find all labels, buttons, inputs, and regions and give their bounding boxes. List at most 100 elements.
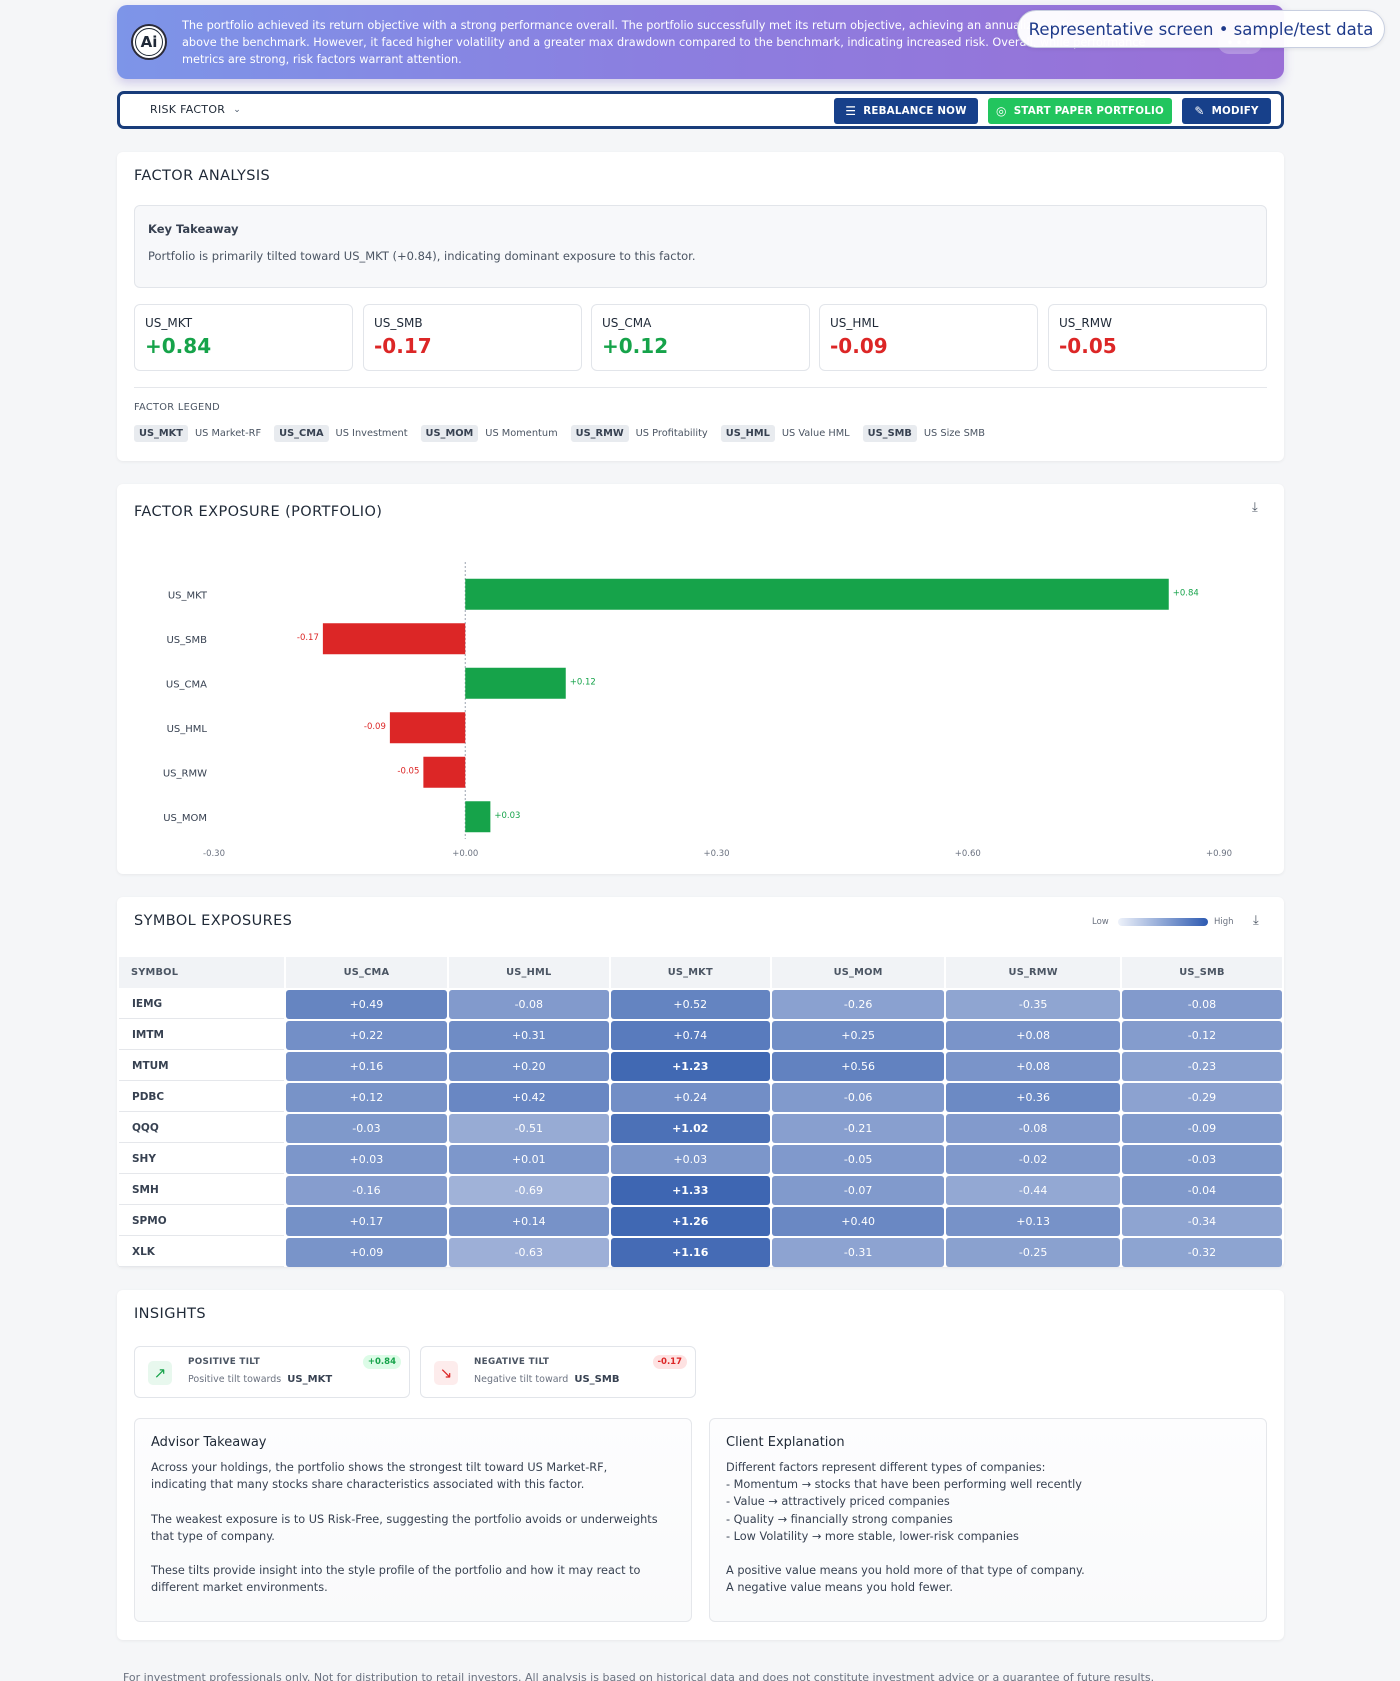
exposure-cell: -0.26 xyxy=(771,990,945,1019)
exposure-cell: +0.31 xyxy=(448,1021,609,1050)
table-row[interactable]: SPMO +0.17 +0.14 +1.26 +0.40 +0.13 -0.34 xyxy=(119,1207,1282,1236)
legend-desc: US Value HML xyxy=(781,428,850,439)
table-row[interactable]: SMH -0.16 -0.69 +1.33 -0.07 -0.44 -0.04 xyxy=(119,1176,1282,1205)
key-takeaway-title: Key Takeaway xyxy=(148,222,239,236)
advisor-takeaway-title: Advisor Takeaway xyxy=(151,1435,267,1450)
symbol-cell: SMH xyxy=(119,1176,284,1205)
exposure-cell: -0.02 xyxy=(946,1145,1120,1174)
exposure-cell: -0.16 xyxy=(286,1176,447,1205)
exposure-cell: -0.21 xyxy=(771,1114,945,1143)
symbol-exposures-card: SYMBOL EXPOSURES SYMBOL US_CMA US_HML US_MK… xyxy=(117,897,1284,1267)
layers-icon: ☰ xyxy=(845,104,857,118)
legend-item: US_MOM US Momentum xyxy=(420,425,558,442)
scale-high-label: High xyxy=(1214,917,1234,927)
modify-button[interactable]: ✎ MODIFY xyxy=(1182,98,1271,124)
column-header[interactable]: US_HML xyxy=(448,957,609,988)
symbol-exposures-table: SYMBOL US_CMA US_HML US_MKT US_MOM US_RMW US_S… xyxy=(117,955,1284,1269)
factor-name: US_RMW xyxy=(1059,316,1112,330)
exposure-cell: +0.08 xyxy=(946,1021,1120,1050)
exposure-cell: +0.56 xyxy=(771,1052,945,1081)
factor-exposure-title: FACTOR EXPOSURE (PORTFOLIO) xyxy=(134,504,383,520)
positive-tilt-badge: +0.84 xyxy=(362,1355,401,1369)
start-paper-portfolio-button[interactable]: ◎ START PAPER PORTFOLIO xyxy=(988,98,1172,124)
exposure-cell: -0.29 xyxy=(1121,1083,1282,1112)
exposure-cell: +1.23 xyxy=(610,1052,770,1081)
positive-tilt-label: POSITIVE TILT xyxy=(188,1357,261,1367)
column-header[interactable]: SYMBOL xyxy=(119,957,284,988)
exposure-cell: +0.42 xyxy=(448,1083,609,1112)
representative-screen-pill: Representative screen • sample/test data xyxy=(1017,10,1385,48)
rebalance-now-button[interactable]: ☰ REBALANCE NOW xyxy=(834,98,978,124)
symbol-cell: IEMG xyxy=(119,990,284,1019)
risk-factor-label: RISK FACTOR xyxy=(150,103,226,116)
start-paper-portfolio-label: START PAPER PORTFOLIO xyxy=(1013,105,1164,117)
factor-box: US_CMA +0.12 xyxy=(591,304,810,371)
advisor-takeaway-panel: Advisor Takeaway Across your holdings, t… xyxy=(134,1418,692,1622)
category-label: US_CMA xyxy=(166,679,207,690)
x-tick-label: -0.30 xyxy=(203,849,225,859)
factor-box: US_HML -0.09 xyxy=(819,304,1038,371)
divider xyxy=(134,387,1267,388)
exposure-cell: -0.03 xyxy=(286,1114,447,1143)
table-row[interactable]: IMTM +0.22 +0.31 +0.74 +0.25 +0.08 -0.12 xyxy=(119,1021,1282,1050)
toolbar: RISK FACTOR ⌄ ☰ REBALANCE NOW ◎ START PA… xyxy=(117,91,1284,129)
exposure-cell: -0.25 xyxy=(946,1238,1120,1267)
legend-item: US_RMW US Profitability xyxy=(570,425,708,442)
exposure-cell: +1.16 xyxy=(610,1238,770,1267)
exposure-cell: +0.09 xyxy=(286,1238,447,1267)
chevron-down-icon: ⌄ xyxy=(233,104,242,115)
legend-code: US_RMW xyxy=(570,425,629,442)
download-icon[interactable]: ⤓ xyxy=(1252,500,1258,515)
factor-legend: US_MKT US Market-RF US_CMA US Investment U… xyxy=(134,425,985,442)
exposure-cell: +1.26 xyxy=(610,1207,770,1236)
factor-exposure-chart: US_MKT +0.84 US_SMB -0.17 US_CMA +0.12 US_HML -… xyxy=(163,562,1232,859)
bar xyxy=(389,712,466,744)
column-header[interactable]: US_MOM xyxy=(771,957,945,988)
factor-name: US_HML xyxy=(830,316,879,330)
factor-box: US_MKT +0.84 xyxy=(134,304,353,371)
factor-value: -0.05 xyxy=(1059,334,1117,358)
client-explanation-title: Client Explanation xyxy=(726,1435,845,1450)
table-row[interactable]: QQQ -0.03 -0.51 +1.02 -0.21 -0.08 -0.09 xyxy=(119,1114,1282,1143)
ai-summary-text: The portfolio achieved its return object… xyxy=(182,19,1157,66)
factor-name: US_SMB xyxy=(374,316,423,330)
factor-box: US_RMW -0.05 xyxy=(1048,304,1267,371)
legend-desc: US Profitability xyxy=(635,428,708,439)
x-tick-label: +0.30 xyxy=(703,849,729,859)
exposure-cell: -0.31 xyxy=(771,1238,945,1267)
exposure-cell: -0.08 xyxy=(448,990,609,1019)
risk-factor-dropdown[interactable]: RISK FACTOR ⌄ xyxy=(150,103,241,116)
exposure-cell: +0.40 xyxy=(771,1207,945,1236)
column-header[interactable]: US_RMW xyxy=(946,957,1120,988)
x-tick-label: +0.90 xyxy=(1206,849,1232,859)
advisor-takeaway-text: Across your holdings, the portfolio show… xyxy=(151,1461,658,1595)
column-header[interactable]: US_SMB xyxy=(1121,957,1282,988)
download-icon[interactable]: ⤓ xyxy=(1253,913,1259,928)
exposure-cell: -0.12 xyxy=(1121,1021,1282,1050)
data-label: +0.84 xyxy=(1173,588,1199,598)
factor-exposure-card: FACTOR EXPOSURE (PORTFOLIO) ⤓ US_MKT +0.8… xyxy=(117,484,1284,874)
exposure-cell: +0.24 xyxy=(610,1083,770,1112)
table-row[interactable]: XLK +0.09 -0.63 +1.16 -0.31 -0.25 -0.32 xyxy=(119,1238,1282,1267)
symbol-exposures-title: SYMBOL EXPOSURES xyxy=(134,913,293,929)
column-header[interactable]: US_CMA xyxy=(286,957,447,988)
trending-up-icon: ↗ xyxy=(148,1361,172,1385)
insights-title: INSIGHTS xyxy=(134,1306,207,1322)
table-row[interactable]: IEMG +0.49 -0.08 +0.52 -0.26 -0.35 -0.08 xyxy=(119,990,1282,1019)
table-row[interactable]: PDBC +0.12 +0.42 +0.24 -0.06 +0.36 -0.29 xyxy=(119,1083,1282,1112)
exposure-cell: -0.04 xyxy=(1121,1176,1282,1205)
exposure-cell: +0.36 xyxy=(946,1083,1120,1112)
table-row[interactable]: SHY +0.03 +0.01 +0.03 -0.05 -0.02 -0.03 xyxy=(119,1145,1282,1174)
exposure-cell: -0.69 xyxy=(448,1176,609,1205)
category-label: US_SMB xyxy=(166,635,207,646)
exposure-cell: -0.51 xyxy=(448,1114,609,1143)
symbol-cell: XLK xyxy=(119,1238,284,1267)
column-header[interactable]: US_MKT xyxy=(610,957,770,988)
exposure-cell: +0.25 xyxy=(771,1021,945,1050)
factor-name: US_MKT xyxy=(145,316,193,330)
data-label: -0.17 xyxy=(297,633,319,643)
exposure-cell: +0.01 xyxy=(448,1145,609,1174)
table-header-row: SYMBOL US_CMA US_HML US_MKT US_MOM US_RMW US_S… xyxy=(119,957,1282,988)
table-row[interactable]: MTUM +0.16 +0.20 +1.23 +0.56 +0.08 -0.23 xyxy=(119,1052,1282,1081)
negative-tilt-card: ↘ NEGATIVE TILT Negative tilt toward US_… xyxy=(420,1346,696,1398)
